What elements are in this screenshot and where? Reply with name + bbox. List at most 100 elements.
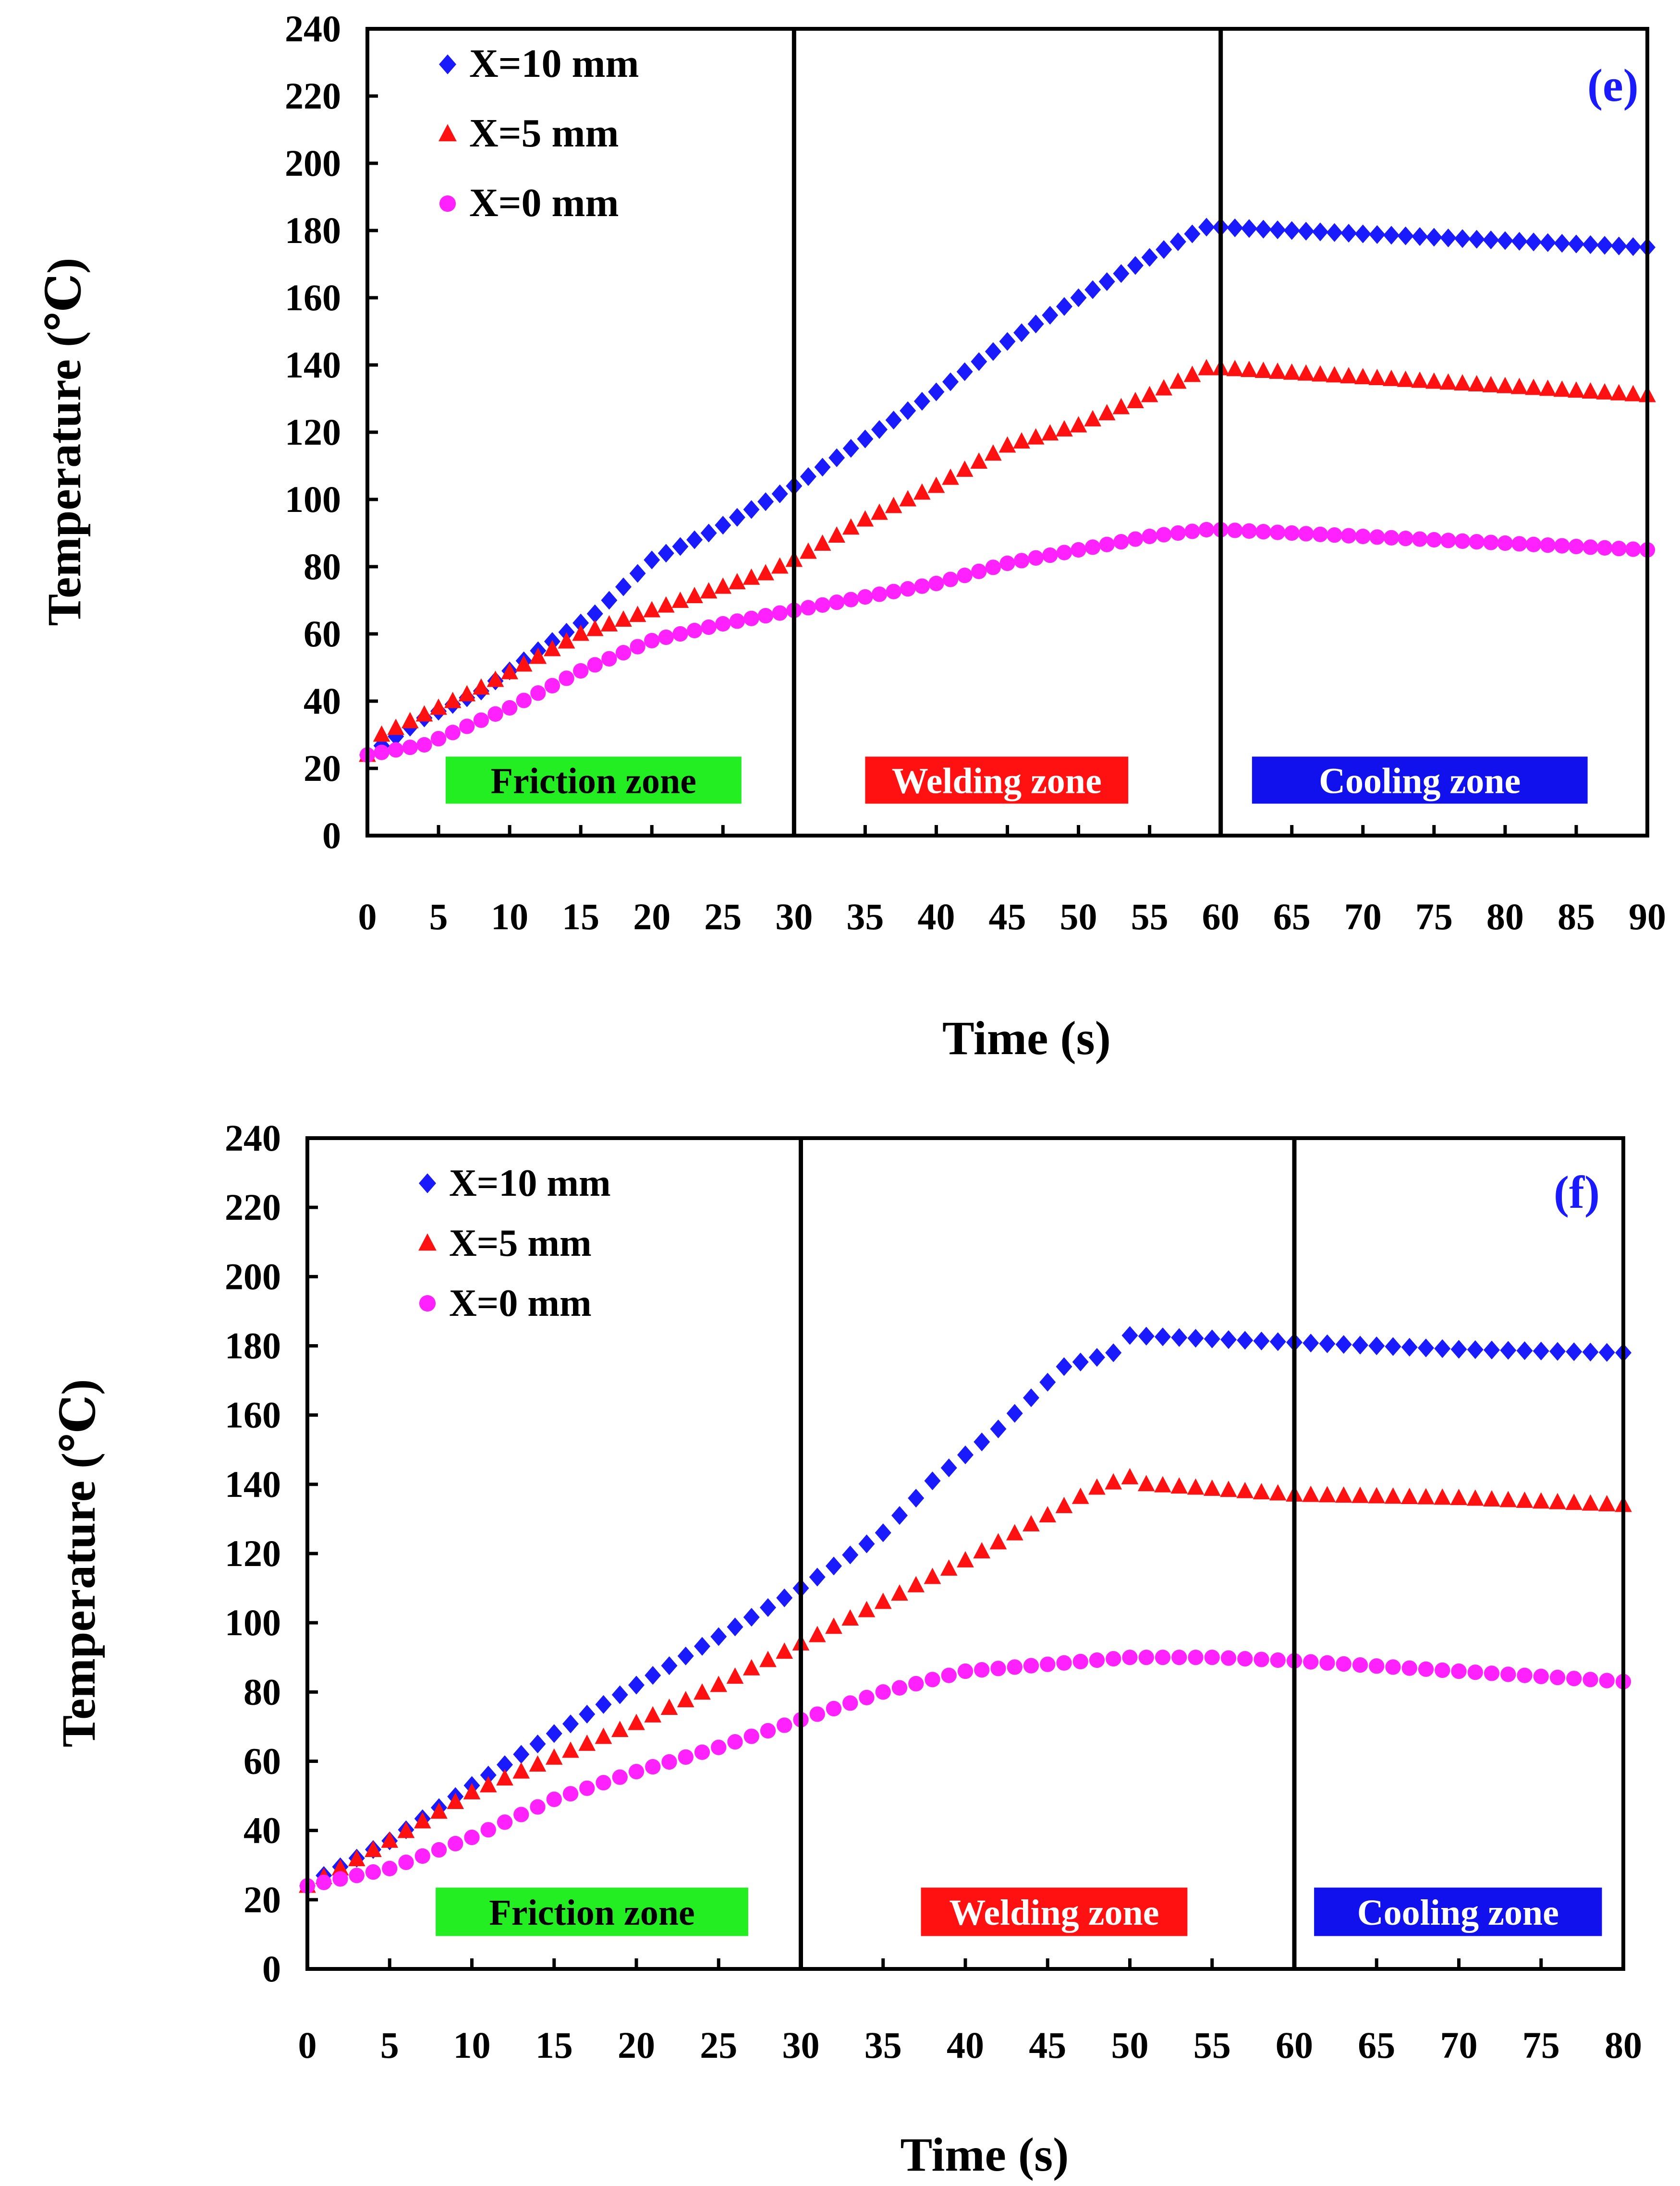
data-point xyxy=(985,559,1001,575)
data-point xyxy=(726,1667,744,1684)
data-point xyxy=(431,1842,447,1858)
data-point xyxy=(444,692,462,708)
data-point xyxy=(661,1656,678,1676)
data-point xyxy=(829,595,845,610)
data-point xyxy=(586,604,603,623)
data-point xyxy=(842,1545,859,1565)
data-point xyxy=(1484,1665,1500,1681)
data-point xyxy=(908,1489,925,1508)
data-point xyxy=(1141,386,1158,402)
zone-label: Cooling zone xyxy=(1357,1893,1559,1933)
data-point xyxy=(1497,535,1513,551)
x-tick-label: 5 xyxy=(380,2024,399,2066)
data-point xyxy=(1483,1490,1500,1506)
data-point xyxy=(1006,1524,1023,1541)
data-point xyxy=(686,587,703,604)
data-point xyxy=(1354,368,1372,385)
data-point xyxy=(1397,226,1414,245)
data-point xyxy=(645,1759,661,1775)
data-point xyxy=(1072,1653,1088,1670)
data-point xyxy=(1028,550,1044,566)
data-point xyxy=(1056,545,1072,560)
data-point xyxy=(463,1783,481,1799)
data-point xyxy=(1554,538,1570,554)
data-point xyxy=(1624,385,1642,401)
data-markers xyxy=(299,1326,1632,1895)
data-point xyxy=(1568,234,1584,254)
data-point xyxy=(957,568,973,583)
data-point xyxy=(1220,1481,1237,1497)
data-point xyxy=(397,1822,415,1838)
data-point xyxy=(694,1683,711,1700)
data-point xyxy=(512,1762,530,1779)
data-point xyxy=(1582,235,1599,254)
data-point xyxy=(999,555,1015,571)
y-tick-label: 0 xyxy=(322,814,341,856)
data-point xyxy=(1154,1476,1171,1493)
x-tick-label: 70 xyxy=(1440,2024,1478,2066)
data-point xyxy=(1156,527,1172,543)
data-point xyxy=(473,678,490,695)
data-point xyxy=(644,632,660,649)
data-point xyxy=(957,1551,974,1567)
data-point xyxy=(1510,377,1528,394)
data-point xyxy=(1483,231,1499,250)
data-point xyxy=(1042,547,1058,563)
data-point xyxy=(644,1706,662,1723)
data-point xyxy=(1525,232,1542,252)
data-point xyxy=(596,1775,611,1791)
zone-label: Welding zone xyxy=(892,761,1102,802)
data-point xyxy=(615,577,632,596)
data-point xyxy=(1241,361,1258,377)
data-point xyxy=(1283,363,1301,380)
data-point xyxy=(999,332,1016,351)
data-point xyxy=(875,1684,891,1700)
data-point xyxy=(743,568,760,585)
data-point xyxy=(1596,383,1614,400)
data-point xyxy=(1088,1478,1106,1495)
data-point xyxy=(374,744,390,760)
data-point xyxy=(928,575,944,592)
data-point xyxy=(1254,362,1272,378)
axis-ticks: 0 20 40 60 80 100 120 140 160 180 200 220 240 0 5 10 15 2… xyxy=(285,8,1666,937)
data-point xyxy=(331,1859,349,1876)
data-point xyxy=(843,592,859,607)
data-point xyxy=(1312,526,1328,542)
y-tick-label: 140 xyxy=(225,1463,281,1505)
data-point xyxy=(497,1755,513,1774)
data-point xyxy=(1434,1488,1451,1505)
data-point xyxy=(1269,1484,1287,1501)
data-point xyxy=(941,1667,957,1683)
zone-labels: Friction zone Welding zone Cooling zone xyxy=(436,1887,1602,1936)
data-point xyxy=(1084,280,1101,299)
data-point xyxy=(1312,365,1329,382)
data-point xyxy=(1255,524,1271,540)
data-point xyxy=(678,1749,694,1765)
data-point xyxy=(1227,522,1243,538)
data-point xyxy=(430,1802,448,1819)
data-point xyxy=(529,1755,547,1772)
data-point xyxy=(1318,1486,1336,1503)
data-point xyxy=(1056,420,1073,437)
data-point xyxy=(814,458,831,477)
data-point xyxy=(677,1646,694,1665)
data-point xyxy=(671,591,689,608)
data-point xyxy=(365,1840,382,1857)
data-point xyxy=(1155,1327,1171,1347)
data-point xyxy=(743,1728,759,1744)
data-point xyxy=(1106,1651,1121,1667)
data-point xyxy=(1326,366,1343,383)
data-point xyxy=(1418,1661,1434,1677)
data-point xyxy=(885,497,902,513)
x-tick-label: 20 xyxy=(633,896,670,937)
data-point xyxy=(1553,380,1571,397)
y-tick-label: 40 xyxy=(243,1810,281,1851)
data-point xyxy=(1499,1491,1517,1507)
data-point xyxy=(387,718,405,735)
data-point xyxy=(760,1598,776,1617)
data-point xyxy=(800,600,816,616)
data-point xyxy=(1187,1478,1205,1495)
data-point xyxy=(743,610,759,626)
legend-entry: X=10 mm xyxy=(469,41,639,86)
data-point xyxy=(694,1744,710,1760)
